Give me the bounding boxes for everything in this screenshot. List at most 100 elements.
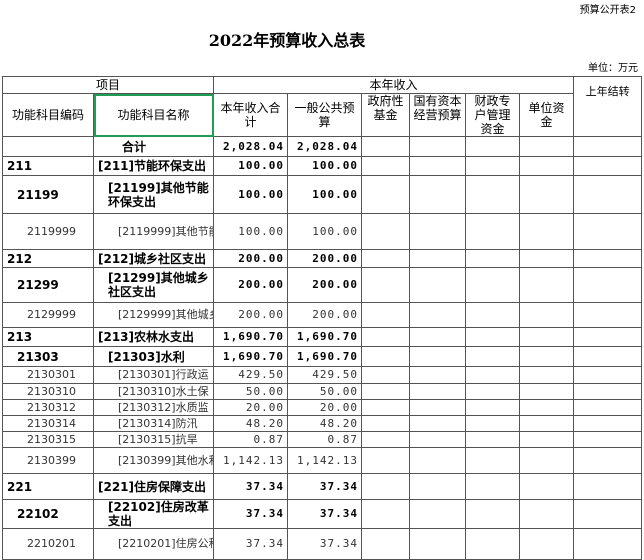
- name-cell: [2130310]水土保: [92, 383, 215, 400]
- name-cell: [21303]水利: [92, 346, 215, 367]
- name-cell: [213]农林水支出: [92, 327, 215, 347]
- empty-cell: [465, 213, 521, 250]
- name-cell: [2119999]其他节能环保支出: [92, 213, 215, 250]
- empty-cell: [409, 415, 467, 432]
- table-row: 2130315 [2130315]抗旱 0.87 0.87: [2, 431, 643, 448]
- empty-cell: [519, 249, 575, 268]
- empty-cell: [465, 415, 521, 432]
- table-row: 2130314 [2130314]防汛 48.20 48.20: [2, 415, 643, 432]
- amount-cell: 20.00: [287, 399, 363, 416]
- table-row: 2130310 [2130310]水土保 50.00 50.00: [2, 383, 643, 400]
- empty-cell: [573, 366, 643, 384]
- code-cell: 2130399: [2, 447, 94, 474]
- table-row: 21199 [21199]其他节能环保支出 100.00 100.00: [2, 175, 643, 214]
- amount-cell: 37.34: [213, 528, 289, 560]
- column-header: 政府性基金: [361, 93, 411, 137]
- amount-cell: 100.00: [287, 175, 363, 214]
- empty-cell: [573, 156, 643, 176]
- empty-cell: [465, 175, 521, 214]
- name-cell: [2130314]防汛: [92, 415, 215, 432]
- empty-cell: [361, 302, 411, 328]
- code-cell: 21199: [2, 175, 94, 214]
- empty-cell: [409, 156, 467, 176]
- table-row: 211 [211]节能环保支出 100.00 100.00: [2, 156, 643, 176]
- unit-note: 单位：万元: [588, 63, 638, 74]
- empty-cell: [361, 346, 411, 367]
- empty-cell: [409, 267, 467, 303]
- empty-cell: [409, 136, 467, 157]
- empty-cell: [465, 156, 521, 176]
- empty-cell: [409, 346, 467, 367]
- column-header: 财政专户管理资金: [465, 93, 521, 137]
- code-cell: 2130312: [2, 399, 94, 416]
- code-cell: 21299: [2, 267, 94, 303]
- code-cell: 22102: [2, 499, 94, 529]
- empty-cell: [409, 473, 467, 500]
- empty-cell: [409, 249, 467, 268]
- empty-cell: [519, 431, 575, 448]
- empty-cell: [519, 366, 575, 384]
- empty-cell: [409, 366, 467, 384]
- empty-cell: [573, 399, 643, 416]
- empty-cell: [519, 447, 575, 474]
- column-header: 本年收入合计: [213, 93, 289, 137]
- empty-cell: [361, 447, 411, 474]
- amount-cell: 0.87: [287, 431, 363, 448]
- empty-cell: [465, 366, 521, 384]
- code-cell: 221: [2, 473, 94, 500]
- empty-cell: [361, 249, 411, 268]
- empty-cell: [519, 346, 575, 367]
- table-row: 合计 2,028.04 2,028.04: [2, 136, 643, 157]
- empty-cell: [573, 327, 643, 347]
- code-cell: 2130315: [2, 431, 94, 448]
- code-cell: 213: [2, 327, 94, 347]
- name-cell: [2130312]水质监: [92, 399, 215, 416]
- name-cell: [2130301]行政运: [92, 366, 215, 384]
- name-cell: 合计: [92, 136, 215, 157]
- empty-cell: [361, 528, 411, 560]
- empty-cell: [409, 447, 467, 474]
- amount-cell: 429.50: [213, 366, 289, 384]
- amount-cell: 1,690.70: [287, 327, 363, 347]
- amount-cell: 50.00: [287, 383, 363, 400]
- amount-cell: 200.00: [213, 302, 289, 328]
- empty-cell: [573, 267, 643, 303]
- empty-cell: [573, 383, 643, 400]
- empty-cell: [409, 383, 467, 400]
- amount-cell: 37.34: [287, 499, 363, 529]
- amount-cell: 2,028.04: [213, 136, 289, 157]
- amount-cell: 48.20: [287, 415, 363, 432]
- column-header[interactable]: 功能科目名称: [92, 93, 215, 137]
- empty-cell: [409, 431, 467, 448]
- empty-cell: [465, 249, 521, 268]
- empty-cell: [361, 267, 411, 303]
- table-row: 221 [221]住房保障支出 37.34 37.34: [2, 473, 643, 500]
- empty-cell: [519, 156, 575, 176]
- code-cell: 2210201: [2, 528, 94, 560]
- amount-cell: 200.00: [287, 249, 363, 268]
- amount-cell: 37.34: [213, 499, 289, 529]
- empty-cell: [573, 528, 643, 560]
- amount-cell: 2,028.04: [287, 136, 363, 157]
- empty-cell: [519, 399, 575, 416]
- empty-cell: [519, 415, 575, 432]
- empty-cell: [409, 213, 467, 250]
- empty-cell: [573, 175, 643, 214]
- empty-cell: [519, 528, 575, 560]
- code-cell: 21303: [2, 346, 94, 367]
- empty-cell: [519, 499, 575, 529]
- group-header: 项目: [1, 76, 215, 94]
- empty-cell: [519, 473, 575, 500]
- empty-cell: [465, 346, 521, 367]
- empty-cell: [409, 327, 467, 347]
- column-header: 一般公共预算: [287, 93, 363, 137]
- page-title: 2022年预算收入总表: [208, 31, 366, 50]
- amount-cell: 1,690.70: [213, 346, 289, 367]
- name-cell: [2210201]住房公积金: [92, 528, 215, 560]
- empty-cell: [361, 213, 411, 250]
- empty-cell: [519, 267, 575, 303]
- empty-cell: [465, 399, 521, 416]
